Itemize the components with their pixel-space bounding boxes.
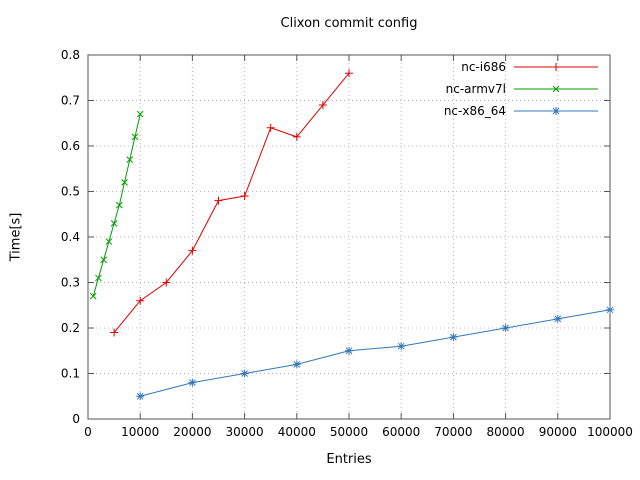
y-tick-label: 0.1 xyxy=(61,367,80,381)
x-tick-label: 90000 xyxy=(539,425,577,439)
series-markers-nc-armv7l xyxy=(89,110,144,300)
series-markers-nc-x86_64 xyxy=(136,305,614,401)
legend-label-nc-x86_64: nc-x86_64 xyxy=(444,104,506,118)
x-tick-label: 60000 xyxy=(382,425,420,439)
series-line-nc-armv7l xyxy=(92,114,141,297)
x-tick-label: 80000 xyxy=(487,425,525,439)
x-tick-label: 10000 xyxy=(121,425,159,439)
y-tick-label: 0.3 xyxy=(61,276,80,290)
x-tick-label: 40000 xyxy=(278,425,316,439)
legend-sample-marker-nc-x86_64 xyxy=(552,107,560,115)
legend-sample-marker-nc-i686 xyxy=(552,63,560,71)
y-tick-label: 0.7 xyxy=(61,94,80,108)
y-tick-label: 0.2 xyxy=(61,321,80,335)
x-tick-label: 30000 xyxy=(226,425,264,439)
x-tick-label: 70000 xyxy=(434,425,472,439)
legend-label-nc-armv7l: nc-armv7l xyxy=(446,82,506,96)
y-tick-label: 0 xyxy=(72,412,80,426)
y-tick-label: 0.6 xyxy=(61,139,80,153)
series-line-nc-i686 xyxy=(113,72,350,333)
legend-sample-marker-nc-armv7l xyxy=(552,85,560,93)
x-axis-label: Entries xyxy=(326,452,372,467)
legend-label-nc-i686: nc-i686 xyxy=(461,60,506,74)
x-tick-label: 20000 xyxy=(173,425,211,439)
x-tick-label: 50000 xyxy=(330,425,368,439)
series-markers-nc-i686 xyxy=(110,69,353,337)
y-tick-label: 0.5 xyxy=(61,185,80,199)
series-line-nc-x86_64 xyxy=(140,309,611,397)
y-tick-label: 0.8 xyxy=(61,48,80,62)
chart-title: Clixon commit config xyxy=(280,16,418,31)
y-tick-label: 0.4 xyxy=(61,230,80,244)
x-tick-label: 0 xyxy=(84,425,92,439)
x-tick-label: 100000 xyxy=(587,425,633,439)
